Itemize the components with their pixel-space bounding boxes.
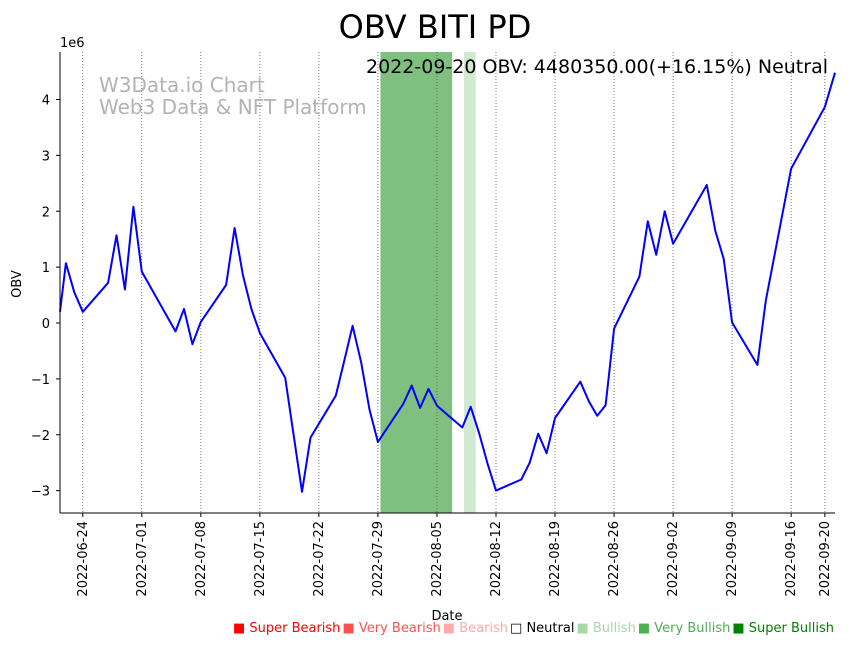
y-tick-label: −3: [31, 485, 50, 500]
y-tick-label: 0: [42, 317, 50, 332]
y-axis-label: OBV: [10, 270, 25, 298]
y-ticks: −3 −2 −1 0 1 2 3 4: [31, 93, 60, 500]
x-tick-label: 2022-08-05: [430, 521, 445, 597]
x-tick-label: 2022-07-01: [135, 521, 150, 597]
x-tick-label: 2022-07-22: [312, 521, 327, 597]
x-tick-label: 2022-08-12: [489, 521, 504, 597]
y-exponent-label: 1e6: [60, 36, 85, 51]
x-tick-label: 2022-09-02: [666, 521, 681, 597]
y-tick-label: −1: [31, 373, 50, 388]
x-axis-label: Date: [431, 609, 462, 624]
x-tick-label: 2022-08-26: [607, 521, 622, 597]
x-tick-label: 2022-07-15: [253, 521, 268, 597]
legend-item-bearish: ■ Bearish: [442, 621, 509, 636]
legend: ■ Super Bearish ■ Very Bearish ■ Bearish □ …: [233, 621, 834, 636]
shaded-regions: [380, 52, 476, 513]
x-tick-label: 2022-09-16: [784, 521, 799, 597]
x-ticks: 2022-06-24 2022-07-01 2022-07-08 2022-07-15…: [76, 513, 833, 597]
legend-item-very-bearish: ■ Very Bearish: [342, 621, 441, 636]
legend-item-bullish: ■ Bullish: [576, 621, 636, 636]
series-lines: [59, 72, 836, 493]
legend-item-super-bullish: ■ Super Bullish: [732, 621, 834, 636]
watermark-line-2: Web3 Data & NFT Platform: [99, 95, 367, 119]
x-tick-label: 2022-07-29: [371, 521, 386, 597]
obv-line: [59, 72, 836, 493]
y-tick-label: 1: [42, 261, 50, 276]
x-tick-label: 2022-07-08: [194, 521, 209, 597]
legend-item-neutral: □ Neutral: [510, 621, 575, 636]
legend-item-very-bullish: ■ Very Bullish: [637, 621, 731, 636]
watermark-line-1: W3Data.io Chart: [99, 73, 265, 97]
y-tick-label: 4: [42, 93, 50, 108]
x-tick-label: 2022-09-09: [725, 521, 740, 597]
chart-title: OBV BITI PD: [339, 8, 532, 46]
x-tick-label: 2022-09-20: [818, 521, 833, 597]
legend-item-super-bearish: ■ Super Bearish: [232, 621, 341, 636]
shaded-region-super-bullish: [380, 52, 453, 513]
x-tick-label: 2022-08-19: [548, 521, 563, 597]
shaded-region-bullish: [463, 52, 476, 513]
x-tick-label: 2022-06-24: [76, 521, 91, 597]
y-tick-label: 2: [42, 205, 50, 220]
obv-info-text: 2022-09-20 OBV: 4480350.00(+16.15%) Neut…: [366, 56, 828, 78]
y-tick-label: 3: [42, 149, 50, 164]
x-gridlines: [82, 52, 826, 513]
y-tick-label: −2: [31, 429, 50, 444]
